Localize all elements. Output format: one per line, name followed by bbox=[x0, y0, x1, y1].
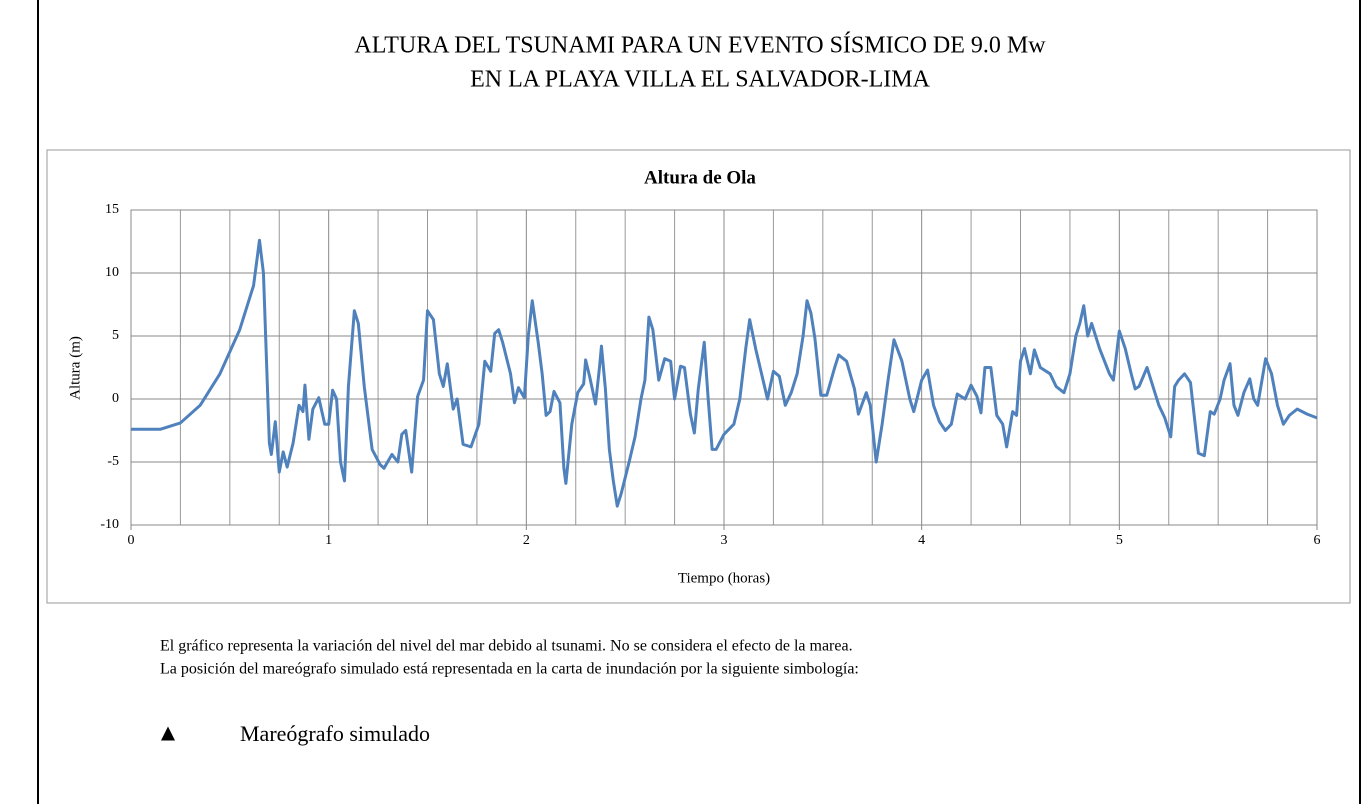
x-tick-label: 0 bbox=[128, 533, 135, 548]
chart-title: Altura de Ola bbox=[644, 167, 756, 188]
y-tick-label: 0 bbox=[112, 391, 119, 406]
y-tick-label: 5 bbox=[112, 328, 119, 343]
y-tick-label: -5 bbox=[107, 454, 119, 469]
x-tick-label: 6 bbox=[1314, 533, 1321, 548]
page-title: ALTURA DEL TSUNAMI PARA UN EVENTO SÍSMIC… bbox=[354, 33, 1046, 59]
y-tick-label: 10 bbox=[105, 265, 119, 280]
note: El gráfico representa la variación del n… bbox=[160, 638, 853, 655]
legend-symbol: ▲ bbox=[156, 721, 180, 747]
y-tick-label: 15 bbox=[105, 202, 119, 217]
x-axis-label: Tiempo (horas) bbox=[678, 570, 770, 586]
plot-area: -10 -5 0 5 10 15 0 1 2 3 4 5 6 bbox=[100, 202, 1320, 548]
x-tick-label: 3 bbox=[721, 533, 728, 548]
note: La posición del mareógrafo simulado está… bbox=[160, 661, 859, 678]
legend-label: Mareógrafo simulado bbox=[240, 721, 430, 746]
page-title: EN LA PLAYA VILLA EL SALVADOR-LIMA bbox=[470, 67, 930, 93]
x-tick-label: 5 bbox=[1116, 533, 1123, 548]
y-tick-label: -10 bbox=[100, 517, 119, 532]
x-tick-label: 4 bbox=[918, 533, 925, 548]
x-tick-label: 2 bbox=[523, 533, 530, 548]
data-line bbox=[131, 238, 1318, 508]
x-tick-label: 1 bbox=[325, 533, 332, 548]
y-axis-label: Altura (m) bbox=[67, 336, 83, 400]
